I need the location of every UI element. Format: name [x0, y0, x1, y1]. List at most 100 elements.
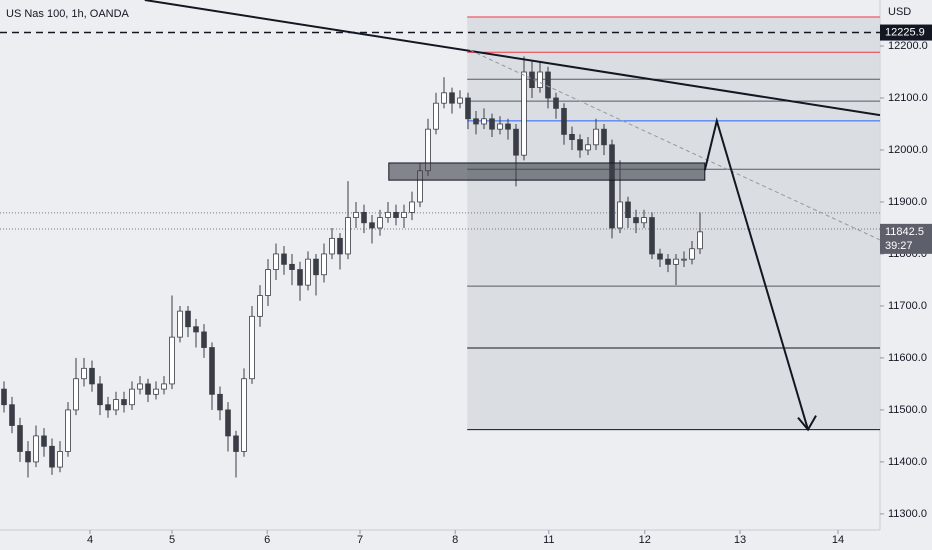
- y-tick-label: 11600.0: [888, 352, 927, 364]
- candle-body: [329, 237, 335, 255]
- candle-body: [209, 347, 215, 395]
- candle-body: [513, 128, 519, 156]
- candle-body: [601, 128, 607, 146]
- candle-body: [161, 383, 167, 390]
- candle-body: [385, 211, 391, 218]
- candle-body: [137, 383, 143, 390]
- candle-body: [281, 253, 287, 265]
- candle-body: [441, 92, 447, 104]
- candle-body: [201, 331, 207, 348]
- candle-body: [81, 367, 87, 380]
- y-tick-label: 11700.0: [888, 300, 927, 312]
- candle-body: [153, 388, 159, 395]
- candle-body: [169, 336, 175, 385]
- candle-body: [561, 107, 567, 135]
- candle-body: [129, 388, 135, 406]
- candle-body: [505, 123, 511, 130]
- candle-body: [369, 222, 375, 229]
- plot: [0, 0, 881, 478]
- x-tick-label: 12: [639, 534, 651, 546]
- candle-body: [193, 326, 199, 333]
- candle-body: [353, 211, 359, 218]
- candle-body: [41, 435, 47, 447]
- x-tick-label: 5: [169, 534, 175, 546]
- candle-body: [33, 435, 39, 463]
- y-tick-label: 11500.0: [888, 404, 927, 416]
- candle-body: [225, 409, 231, 437]
- x-tick-label: 14: [832, 534, 844, 546]
- candle-body: [345, 217, 351, 255]
- candle-body: [361, 211, 367, 224]
- candle-body: [657, 253, 663, 260]
- candle-body: [633, 217, 639, 224]
- candle-body: [217, 393, 223, 411]
- candle-body: [97, 383, 103, 406]
- x-tick-label: 11: [543, 534, 554, 546]
- candle-body: [497, 123, 503, 130]
- candle-body: [625, 201, 631, 218]
- candle-body: [297, 269, 303, 286]
- x-tick-label: 7: [357, 534, 363, 546]
- candle-body: [673, 258, 679, 265]
- candle-body: [393, 211, 399, 218]
- candle-body: [233, 435, 239, 452]
- arrow-head: [797, 415, 817, 432]
- fib-zone: [467, 16, 880, 430]
- candle-body: [177, 310, 183, 338]
- candle-body: [321, 253, 327, 276]
- candle-body: [73, 378, 79, 411]
- candle-body: [337, 237, 343, 255]
- dashed-trendline: [469, 49, 881, 241]
- candle-body: [313, 258, 319, 276]
- chart-title: US Nas 100, 1h, OANDA: [6, 8, 130, 20]
- last-price-label: 11842.5: [885, 226, 924, 238]
- candle-body: [377, 217, 383, 229]
- candle-body: [481, 118, 487, 125]
- last-price-tag: [880, 223, 932, 254]
- candle-body: [25, 451, 31, 463]
- candle-body: [57, 451, 63, 468]
- candle-body: [89, 367, 95, 385]
- candle-body: [577, 139, 583, 151]
- zone-box: [388, 162, 706, 181]
- candle-body: [593, 128, 599, 146]
- candle-body: [697, 231, 703, 250]
- candle-body: [409, 201, 415, 213]
- y-tick-label: 11900.0: [888, 196, 927, 208]
- y-tick-label: 12200.0: [888, 40, 928, 52]
- candle-body: [521, 71, 527, 156]
- trendline: [144, 0, 881, 117]
- candle-body: [457, 97, 463, 104]
- candle-body: [585, 144, 591, 151]
- currency: USD: [888, 6, 911, 18]
- candle-body: [641, 217, 647, 224]
- candle-body: [241, 378, 247, 452]
- candle-body: [537, 71, 543, 88]
- candle-body: [665, 258, 671, 265]
- candle-body: [65, 409, 71, 452]
- candle-body: [465, 97, 471, 120]
- candle-body: [569, 133, 575, 140]
- x-tick-label: 8: [452, 534, 458, 546]
- candle-body: [449, 92, 455, 104]
- candle-body: [257, 295, 263, 317]
- candle-body: [265, 269, 271, 296]
- candle-body: [185, 310, 191, 328]
- candle-body: [17, 425, 23, 452]
- candle-body: [121, 399, 127, 406]
- candle-body: [113, 399, 119, 411]
- candle-body: [289, 263, 295, 270]
- candle-body: [609, 144, 615, 229]
- candle-body: [145, 383, 151, 395]
- candle-body: [49, 445, 55, 468]
- marked-level-label: 12225.9: [885, 26, 925, 38]
- y-tick-label: 11300.0: [888, 508, 927, 520]
- candle-body: [105, 404, 111, 411]
- candle-body: [681, 258, 687, 261]
- x-tick-label: 4: [87, 534, 93, 546]
- candle-body: [273, 253, 279, 270]
- candle-body: [401, 211, 407, 218]
- candle-body: [689, 248, 695, 260]
- candle-body: [9, 404, 15, 426]
